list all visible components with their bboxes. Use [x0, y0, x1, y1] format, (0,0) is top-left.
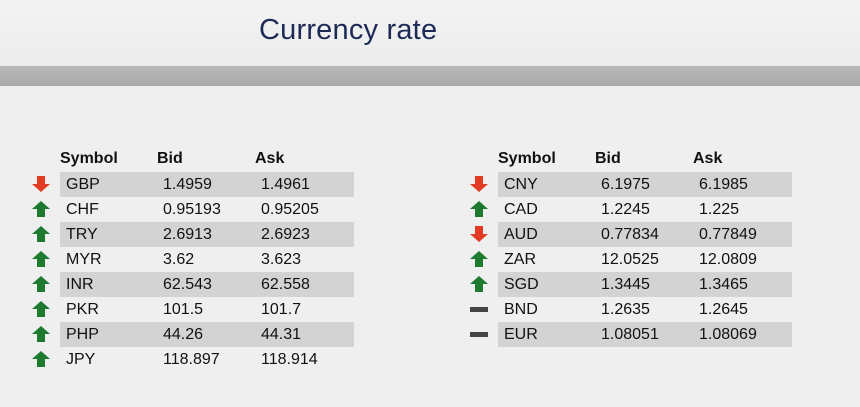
table-row: ZAR 12.0525 12.0809 — [460, 247, 792, 272]
table-row: JPY 118.897 118.914 — [22, 347, 354, 372]
rates-table-right: Symbol Bid Ask CNY 6.1975 6.1985 CAD 1.2245 1… — [460, 146, 792, 347]
table-row: PHP 44.26 44.31 — [22, 322, 354, 347]
bid-column-header: Bid — [157, 150, 183, 167]
table-row: INR 62.543 62.558 — [22, 272, 354, 297]
symbol-cell: AUD — [498, 222, 595, 247]
up-arrow-icon — [460, 247, 498, 272]
table-row: BND 1.2635 1.2645 — [460, 297, 792, 322]
table-row: SGD 1.3445 1.3465 — [460, 272, 792, 297]
trend-column-header — [460, 146, 498, 172]
table-row: CAD 1.2245 1.225 — [460, 197, 792, 222]
ask-cell: 0.77849 — [693, 222, 792, 247]
bid-cell: 0.77834 — [595, 222, 693, 247]
up-arrow-icon — [22, 272, 60, 297]
bid-cell: 1.08051 — [595, 322, 693, 347]
ask-cell: 62.558 — [255, 272, 354, 297]
rates-table-left: Symbol Bid Ask GBP 1.4959 1.4961 CHF 0.95193… — [22, 146, 354, 372]
up-arrow-icon — [460, 272, 498, 297]
ask-cell: 1.08069 — [693, 322, 792, 347]
ask-column-header: Ask — [255, 150, 285, 167]
bid-cell: 44.26 — [157, 322, 255, 347]
up-arrow-icon — [22, 297, 60, 322]
symbol-cell: MYR — [66, 250, 102, 268]
symbol-cell: PHP — [60, 322, 157, 347]
table-row: CHF 0.95193 0.95205 — [22, 197, 354, 222]
table-row: PKR 101.5 101.7 — [22, 297, 354, 322]
ask-column-header: Ask — [693, 150, 723, 167]
down-arrow-icon — [22, 172, 60, 197]
symbol-cell: INR — [60, 272, 157, 297]
symbol-cell: TRY — [60, 222, 157, 247]
symbol-cell: JPY — [66, 350, 96, 368]
bid-cell: 0.95193 — [163, 200, 221, 218]
table-row: MYR 3.62 3.623 — [22, 247, 354, 272]
ask-cell: 1.4961 — [255, 172, 354, 197]
ask-cell: 1.3465 — [693, 272, 792, 297]
unchanged-dash-icon — [460, 322, 498, 347]
up-arrow-icon — [22, 197, 60, 222]
up-arrow-icon — [460, 197, 498, 222]
trend-column-header — [22, 146, 60, 172]
symbol-cell: CAD — [504, 200, 538, 218]
table-row: TRY 2.6913 2.6923 — [22, 222, 354, 247]
ask-cell: 1.2645 — [699, 300, 748, 318]
bid-cell: 118.897 — [163, 350, 220, 368]
symbol-column-header: Symbol — [498, 150, 556, 167]
up-arrow-icon — [22, 247, 60, 272]
up-arrow-icon — [22, 322, 60, 347]
up-arrow-icon — [22, 347, 60, 372]
header-divider-band — [0, 66, 860, 86]
bid-cell: 1.2245 — [601, 200, 650, 218]
symbol-cell: CHF — [66, 200, 99, 218]
table-row: EUR 1.08051 1.08069 — [460, 322, 792, 347]
bid-column-header: Bid — [595, 150, 621, 167]
table-row: CNY 6.1975 6.1985 — [460, 172, 792, 197]
symbol-column-header: Symbol — [60, 150, 118, 167]
bid-cell: 1.2635 — [601, 300, 650, 318]
bid-cell: 1.4959 — [157, 172, 255, 197]
down-arrow-icon — [460, 222, 498, 247]
ask-cell: 44.31 — [255, 322, 354, 347]
bid-cell: 3.62 — [163, 250, 195, 268]
ask-cell: 118.914 — [261, 350, 318, 368]
bid-cell: 2.6913 — [157, 222, 255, 247]
symbol-cell: EUR — [498, 322, 595, 347]
ask-cell: 12.0809 — [699, 250, 757, 268]
bid-cell: 101.5 — [163, 300, 204, 318]
up-arrow-icon — [22, 222, 60, 247]
symbol-cell: PKR — [66, 300, 99, 318]
table-header-row: Symbol Bid Ask — [460, 146, 792, 172]
table-row: AUD 0.77834 0.77849 — [460, 222, 792, 247]
symbol-cell: SGD — [498, 272, 595, 297]
ask-cell: 101.7 — [261, 300, 302, 318]
bid-cell: 12.0525 — [601, 250, 659, 268]
symbol-cell: BND — [504, 300, 538, 318]
symbol-cell: ZAR — [504, 250, 536, 268]
ask-cell: 0.95205 — [261, 200, 319, 218]
ask-cell: 2.6923 — [255, 222, 354, 247]
bid-cell: 62.543 — [157, 272, 255, 297]
header-bar: Currency rate — [0, 0, 860, 66]
ask-cell: 1.225 — [699, 200, 740, 218]
page-title: Currency rate — [259, 14, 438, 46]
bid-cell: 1.3445 — [595, 272, 693, 297]
down-arrow-icon — [460, 172, 498, 197]
unchanged-dash-icon — [460, 297, 498, 322]
bid-cell: 6.1975 — [595, 172, 693, 197]
table-header-row: Symbol Bid Ask — [22, 146, 354, 172]
symbol-cell: CNY — [498, 172, 595, 197]
ask-cell: 6.1985 — [693, 172, 792, 197]
table-row: GBP 1.4959 1.4961 — [22, 172, 354, 197]
ask-cell: 3.623 — [261, 250, 302, 268]
symbol-cell: GBP — [60, 172, 157, 197]
